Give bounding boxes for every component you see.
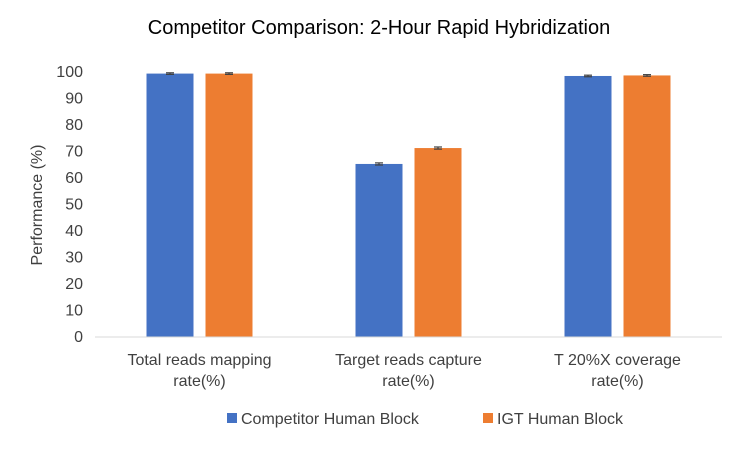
legend: Competitor Human Block IGT Human Block: [227, 411, 624, 428]
y-tick-label: 20: [65, 276, 83, 293]
x-axis-labels: Total reads mapping rate(%) Target reads c…: [127, 352, 681, 390]
y-tick-label: 30: [65, 250, 83, 267]
legend-label: IGT Human Block: [497, 411, 624, 428]
bar-competitor: [146, 73, 194, 337]
y-tick-label: 90: [65, 91, 83, 108]
bar-competitor: [355, 163, 403, 337]
legend-label: Competitor Human Block: [241, 411, 420, 428]
y-axis-ticks: 0 10 20 30 40 50 60 70 80 90 100: [56, 64, 83, 346]
y-tick-label: 100: [56, 64, 83, 81]
x-category-label: Target reads capture: [335, 352, 482, 369]
chart-title: Competitor Comparison: 2-Hour Rapid Hybr…: [148, 17, 610, 39]
y-tick-label: 50: [65, 197, 83, 214]
x-category-label: rate(%): [591, 373, 643, 390]
x-category-label: T 20%X coverage: [554, 352, 681, 369]
x-category-label: rate(%): [173, 373, 225, 390]
y-tick-label: 70: [65, 144, 83, 161]
x-category-label: rate(%): [382, 373, 434, 390]
bars-group: [146, 72, 671, 337]
y-tick-label: 0: [74, 329, 83, 346]
bar-igt: [623, 75, 671, 337]
y-tick-label: 40: [65, 223, 83, 240]
bar-competitor: [564, 75, 612, 337]
legend-swatch: [227, 413, 237, 423]
bar-igt: [414, 148, 462, 337]
y-axis-label: Performance (%): [29, 145, 46, 266]
y-tick-label: 60: [65, 170, 83, 187]
y-tick-label: 80: [65, 117, 83, 134]
x-category-label: Total reads mapping: [127, 352, 271, 369]
legend-swatch: [483, 413, 493, 423]
y-tick-label: 10: [65, 303, 83, 320]
bar-igt: [205, 73, 253, 337]
